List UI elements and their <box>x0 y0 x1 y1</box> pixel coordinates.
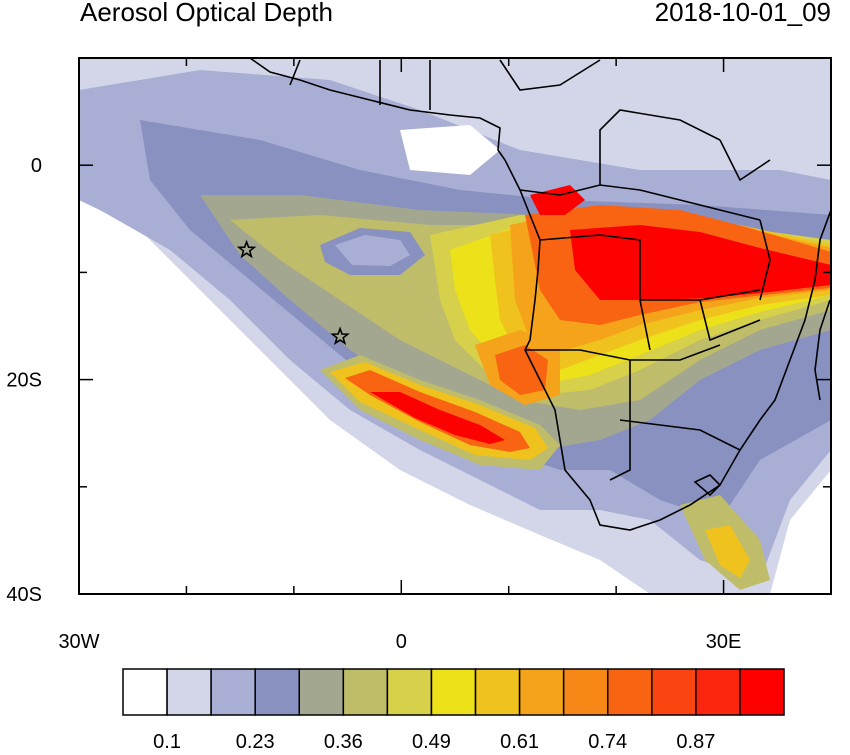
colorbar-label: 0.61 <box>500 731 539 750</box>
colorbar-label: 0.36 <box>324 731 363 750</box>
axis-tick-labels: 30W 0 30E 0 20S 40S <box>6 155 741 653</box>
colorbar-swatch <box>474 668 521 716</box>
colorbar-swatch <box>606 668 653 716</box>
x-tick-label: 30W <box>58 631 99 653</box>
colorbar-labels: 0.1 0.23 0.36 0.49 0.61 0.74 0.87 <box>153 731 715 753</box>
y-tick-label: 0 <box>31 155 42 177</box>
map-datetime: 2018-10-01_09 <box>654 0 831 27</box>
colorbar-swatch <box>166 668 212 716</box>
y-tick-label: 20S <box>6 370 42 392</box>
coastlines <box>249 58 831 531</box>
colorbar <box>122 668 785 716</box>
colorbar-swatch <box>298 668 345 716</box>
aod-south-streak-red <box>370 392 505 444</box>
colorbar-swatch <box>430 668 477 716</box>
axis-ticks <box>78 57 832 595</box>
y-tick-label: 40S <box>6 584 42 606</box>
aod-patch-north-2 <box>520 60 720 130</box>
colorbar-label: 0.23 <box>236 731 275 750</box>
x-tick-label: 0 <box>396 631 407 653</box>
colorbar-swatch <box>651 668 697 716</box>
star-marker <box>236 239 257 259</box>
colorbar-swatch <box>518 668 565 716</box>
aod-patch-north <box>400 125 500 175</box>
colorbar-swatch <box>695 668 741 716</box>
lesotho-border <box>693 474 722 497</box>
colorbar-label: 0.49 <box>412 731 451 750</box>
west-africa-coast <box>249 58 831 531</box>
aod-field <box>79 58 831 594</box>
colorbar-swatch <box>254 668 301 716</box>
star-marker <box>330 326 350 346</box>
madagascar-coast <box>814 299 831 401</box>
colorbar-swatch <box>562 668 609 716</box>
colorbar-label: 0.87 <box>676 731 715 750</box>
aod-coastal-plume-core <box>495 345 548 395</box>
colorbar-swatch <box>739 668 785 716</box>
aod-se-africa-plume-core <box>705 525 750 578</box>
map-title: Aerosol Optical Depth <box>80 0 333 27</box>
x-tick-label: 30E <box>706 631 742 653</box>
colorbar-swatch <box>122 668 168 716</box>
country-borders <box>289 59 771 481</box>
aod-pocket-inner <box>335 235 410 266</box>
map-frame <box>78 57 832 595</box>
colorbar-label: 0.1 <box>153 731 181 750</box>
colorbar-label: 0.74 <box>588 731 627 750</box>
colorbar-swatch <box>342 668 389 716</box>
colorbar-swatch <box>386 668 433 716</box>
aod-band-red <box>570 225 831 300</box>
colorbar-swatch <box>210 668 256 716</box>
marker-layer <box>236 239 350 346</box>
